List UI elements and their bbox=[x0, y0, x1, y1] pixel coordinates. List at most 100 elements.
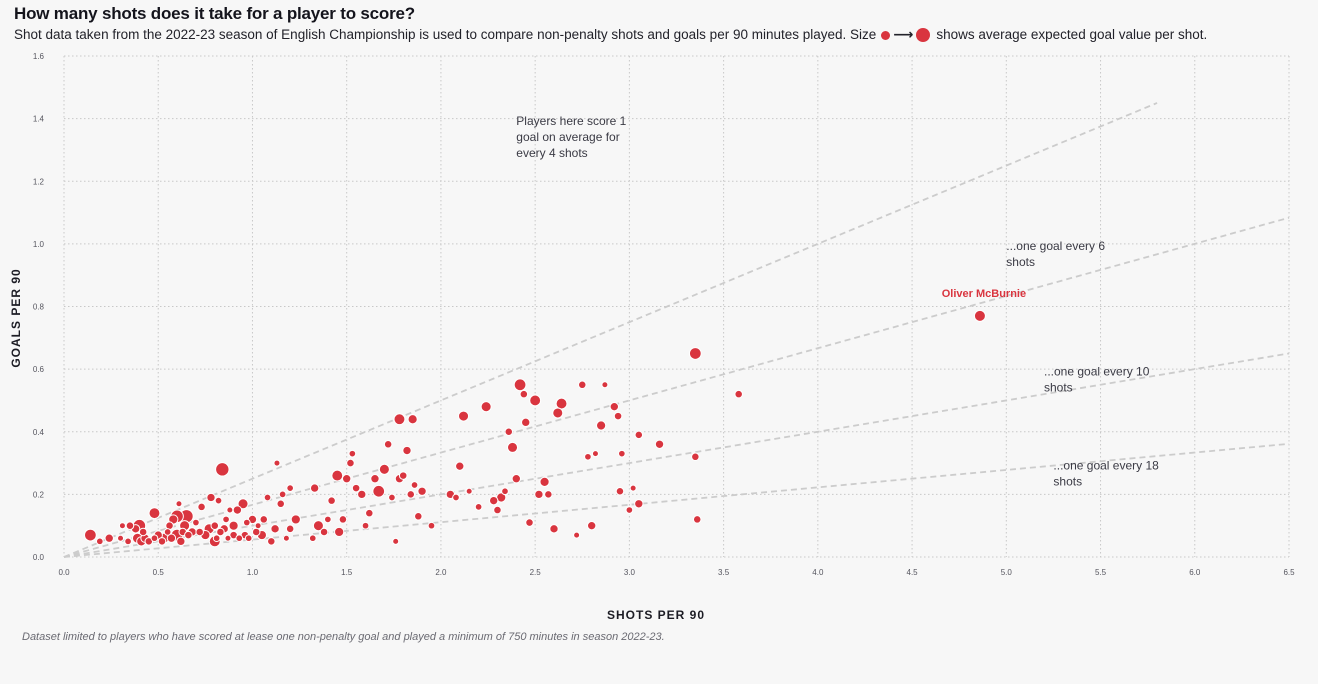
guide-line-annotation: ...one goal every 10 shots bbox=[1044, 364, 1150, 394]
guide-line-annotation: ...one goal every 6 shots bbox=[1006, 239, 1105, 269]
data-point bbox=[242, 518, 251, 527]
data-point bbox=[331, 469, 344, 482]
y-tick-label: 0.0 bbox=[33, 553, 45, 562]
data-point bbox=[224, 534, 232, 542]
y-tick-label: 0.8 bbox=[33, 303, 45, 312]
data-point bbox=[539, 476, 550, 487]
data-point bbox=[625, 506, 634, 514]
data-point bbox=[629, 484, 637, 492]
data-point bbox=[228, 520, 239, 531]
data-point bbox=[427, 521, 436, 530]
data-point bbox=[406, 490, 416, 499]
data-point bbox=[613, 411, 623, 421]
data-point bbox=[84, 528, 97, 542]
x-tick-label: 1.0 bbox=[247, 568, 259, 577]
data-point bbox=[327, 496, 336, 505]
data-point bbox=[609, 402, 619, 412]
data-point bbox=[634, 499, 644, 509]
data-point bbox=[278, 490, 287, 499]
data-point bbox=[410, 481, 419, 489]
data-point bbox=[206, 492, 216, 503]
data-point bbox=[290, 514, 301, 525]
data-point bbox=[480, 401, 492, 413]
data-point bbox=[214, 496, 223, 505]
x-tick-label: 6.5 bbox=[1283, 568, 1295, 577]
data-point bbox=[529, 394, 542, 407]
y-tick-label: 0.2 bbox=[33, 490, 45, 499]
data-point bbox=[276, 499, 285, 509]
footnote: Dataset limited to players who have scor… bbox=[22, 631, 665, 643]
data-point bbox=[357, 489, 367, 500]
data-point bbox=[192, 518, 200, 527]
highlight-label: Oliver McBurnie bbox=[942, 288, 1026, 300]
data-point bbox=[370, 474, 380, 484]
data-point bbox=[407, 414, 418, 425]
data-point bbox=[312, 520, 324, 532]
data-point bbox=[507, 441, 519, 453]
data-point bbox=[226, 506, 234, 514]
data-point bbox=[197, 502, 206, 512]
data-point bbox=[222, 515, 230, 524]
data-point bbox=[175, 500, 183, 508]
data-point bbox=[392, 537, 400, 545]
data-point bbox=[398, 471, 408, 480]
data-point bbox=[163, 528, 172, 536]
data-point bbox=[286, 484, 294, 492]
x-tick-label: 2.5 bbox=[530, 568, 542, 577]
x-tick-label: 0.5 bbox=[153, 568, 165, 577]
data-point bbox=[555, 397, 568, 410]
data-point bbox=[104, 533, 114, 543]
data-point bbox=[402, 445, 412, 456]
data-point bbox=[215, 462, 230, 477]
data-point bbox=[615, 486, 625, 496]
x-tick-label: 6.0 bbox=[1189, 568, 1201, 577]
data-point bbox=[511, 474, 521, 484]
y-tick-label: 1.4 bbox=[33, 115, 45, 124]
guide-line bbox=[63, 352, 1290, 558]
data-point bbox=[263, 493, 272, 502]
data-point bbox=[166, 533, 177, 543]
data-point bbox=[118, 522, 126, 530]
data-point bbox=[254, 522, 262, 530]
data-point bbox=[334, 526, 345, 538]
data-point bbox=[474, 503, 483, 511]
data-point bbox=[489, 495, 499, 506]
data-point bbox=[342, 474, 352, 484]
size-legend-small-dot bbox=[881, 30, 891, 40]
subtitle-text-after: shows average expected goal value per sh… bbox=[936, 27, 1208, 42]
axis-ticks: 0.0 0.5 1.0 1.5 2.0 2.5 3.0 3.5 4.0 4.5 5.0 5.5 6.0 6… bbox=[33, 52, 1295, 577]
data-point bbox=[513, 378, 527, 392]
data-point bbox=[309, 483, 320, 493]
data-point bbox=[176, 536, 186, 547]
data-point bbox=[124, 537, 132, 546]
y-tick-label: 1.0 bbox=[33, 240, 45, 249]
x-tick-label: 4.0 bbox=[812, 568, 824, 577]
data-point bbox=[519, 389, 529, 399]
annotations: Oliver McBurnie Players here score 1 goal … bbox=[516, 114, 1159, 488]
data-point bbox=[383, 440, 393, 449]
data-point bbox=[465, 487, 473, 495]
data-point bbox=[244, 534, 253, 543]
data-point bbox=[414, 512, 423, 521]
x-tick-label: 4.5 bbox=[907, 568, 919, 577]
x-tick-label: 3.5 bbox=[718, 568, 730, 577]
data-point bbox=[596, 420, 607, 431]
data-point bbox=[346, 458, 355, 468]
data-point bbox=[95, 537, 104, 546]
data-point bbox=[601, 381, 609, 389]
y-axis-label: GOALS PER 90 bbox=[9, 268, 23, 367]
data-point bbox=[688, 347, 702, 360]
data-point bbox=[544, 490, 553, 499]
data-point bbox=[259, 515, 269, 524]
y-tick-label: 1.2 bbox=[33, 177, 45, 186]
data-point bbox=[237, 498, 249, 510]
x-axis-label: SHOTS PER 90 bbox=[607, 608, 705, 622]
size-legend-large-dot bbox=[916, 28, 931, 43]
guide-line bbox=[63, 442, 1290, 558]
data-point bbox=[417, 486, 427, 496]
data-point bbox=[251, 527, 261, 537]
data-point bbox=[388, 493, 396, 502]
goal-rate-guide-lines bbox=[63, 102, 1290, 558]
data-point bbox=[618, 449, 626, 458]
data-point bbox=[734, 389, 743, 399]
